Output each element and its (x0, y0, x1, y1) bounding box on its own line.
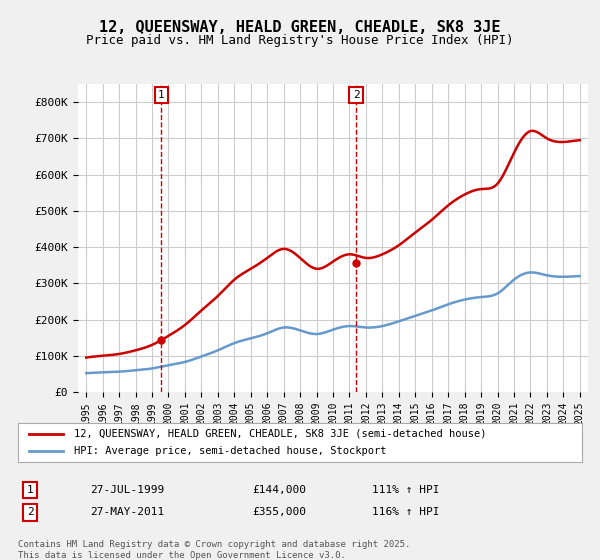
Text: Price paid vs. HM Land Registry's House Price Index (HPI): Price paid vs. HM Land Registry's House … (86, 34, 514, 46)
Text: 1: 1 (158, 90, 165, 100)
Text: 1: 1 (26, 485, 34, 495)
Text: £144,000: £144,000 (252, 485, 306, 495)
Text: 12, QUEENSWAY, HEALD GREEN, CHEADLE, SK8 3JE (semi-detached house): 12, QUEENSWAY, HEALD GREEN, CHEADLE, SK8… (74, 429, 487, 439)
Text: 27-JUL-1999: 27-JUL-1999 (90, 485, 164, 495)
Text: 2: 2 (353, 90, 359, 100)
Text: Contains HM Land Registry data © Crown copyright and database right 2025.
This d: Contains HM Land Registry data © Crown c… (18, 540, 410, 560)
Text: 116% ↑ HPI: 116% ↑ HPI (372, 507, 439, 517)
Text: £355,000: £355,000 (252, 507, 306, 517)
Text: 111% ↑ HPI: 111% ↑ HPI (372, 485, 439, 495)
Text: HPI: Average price, semi-detached house, Stockport: HPI: Average price, semi-detached house,… (74, 446, 387, 456)
Text: 12, QUEENSWAY, HEALD GREEN, CHEADLE, SK8 3JE: 12, QUEENSWAY, HEALD GREEN, CHEADLE, SK8… (99, 20, 501, 35)
Text: 27-MAY-2011: 27-MAY-2011 (90, 507, 164, 517)
Text: 2: 2 (26, 507, 34, 517)
